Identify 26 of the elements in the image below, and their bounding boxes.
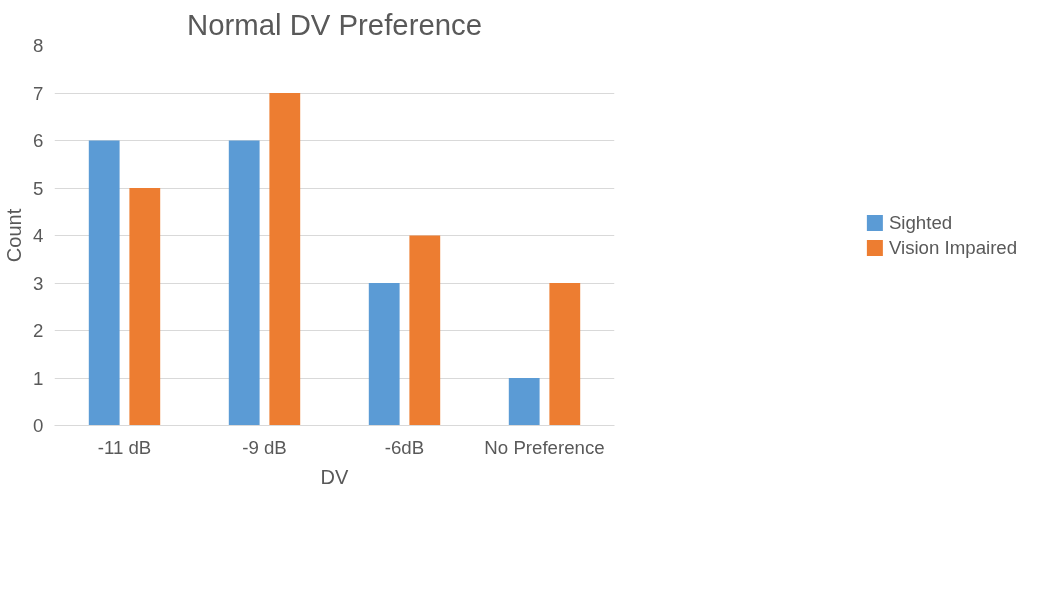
- bar: [129, 188, 161, 426]
- bar: [228, 140, 260, 426]
- bar: [549, 283, 581, 426]
- y-tick-label: 4: [33, 225, 44, 246]
- x-axis-title: DV: [320, 465, 350, 488]
- y-tick-label: 5: [33, 177, 44, 199]
- legend-label: Sighted: [888, 211, 953, 234]
- y-tick-label: 3: [33, 272, 44, 294]
- y-tick-label: 1: [33, 367, 44, 389]
- bar: [508, 378, 540, 426]
- bar: [368, 283, 400, 426]
- bar: [88, 140, 120, 426]
- x-tick-label: -6dB: [384, 436, 425, 458]
- legend-label: Vision Impaired: [888, 236, 1018, 259]
- y-tick-label: 7: [33, 82, 44, 104]
- bar: [409, 235, 441, 426]
- chart-title: Normal DV Preference: [186, 7, 483, 41]
- bar: [269, 93, 301, 426]
- y-tick-label: 0: [33, 415, 44, 436]
- x-tick-label: -9 dB: [242, 436, 287, 458]
- y-tick-label: 8: [33, 35, 44, 56]
- y-tick-label: 6: [33, 130, 44, 151]
- x-tick-label: No Preference: [484, 436, 605, 458]
- y-axis-title: Count: [3, 208, 26, 263]
- x-tick-label: -11 dB: [97, 436, 152, 458]
- y-tick-label: 2: [33, 320, 44, 341]
